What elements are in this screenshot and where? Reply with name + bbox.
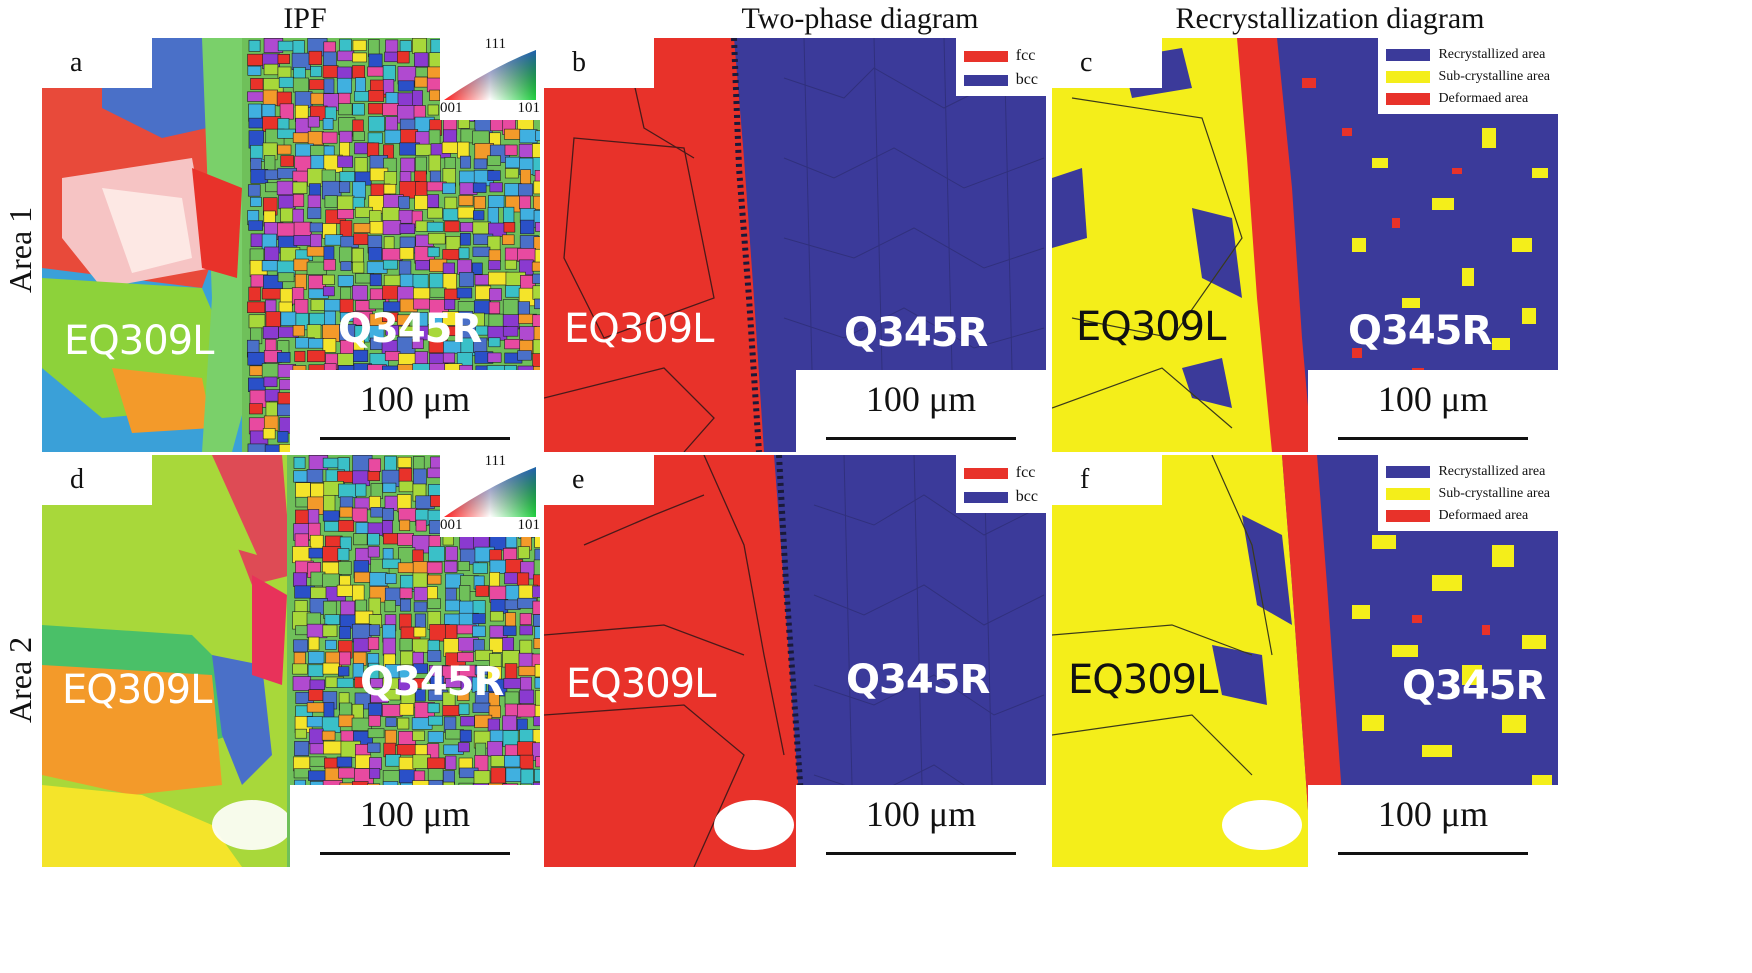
panel-letter: e [544,455,654,505]
legend-swatch-fcc [963,467,1008,479]
phase-legend: fcc bcc [955,38,1046,96]
material-label-right: Q345R [1348,308,1492,354]
material-label-left: EQ309L [64,318,214,364]
legend-item-fcc: fcc [963,44,1038,68]
legend-label: Recrystallized area [1438,464,1546,479]
legend-swatch-sub-crystalline [1386,488,1431,500]
row-label-area1: Area 1 [2,206,38,294]
material-label-left: EQ309L [62,667,212,713]
legend-swatch-deformed [1386,93,1431,105]
panel-a-ipf-area1: a 111 001 101 EQ309L Q345R 100 μm [42,38,540,452]
scale-bar-label: 100 μm [865,794,977,834]
column-title-two-phase: Two-phase diagram [741,2,979,35]
legend-swatch-recrystallized [1386,49,1431,61]
scale-bar-label: 100 μm [865,379,977,419]
legend-label: Deformaed area [1438,508,1529,523]
legend-swatch-recrystallized [1386,466,1431,478]
legend-swatch-bcc [963,74,1008,86]
ipf-key-101: 101 [517,517,541,533]
legend-label: bcc [1015,71,1038,88]
panel-letter: f [1052,455,1162,505]
scale-bar: 100 μm [1308,370,1558,452]
legend-label: Recrystallized area [1438,47,1546,62]
material-label-left: EQ309L [566,661,716,707]
recrystallization-legend: Recrystallized area Sub-crystalline area… [1378,455,1558,531]
material-label-left: EQ309L [1076,304,1226,350]
legend-item-recrystallized: Recrystallized area [1386,461,1550,483]
panel-letter: d [42,455,152,505]
scale-bar-line [826,852,1016,855]
ipf-key-001: 001 [440,100,463,116]
recrystallization-legend: Recrystallized area Sub-crystalline area… [1378,38,1558,114]
material-label-left: EQ309L [564,306,714,352]
panel-letter: b [544,38,654,88]
ipf-color-key: 111 001 101 [440,455,540,537]
row-label-area2: Area 2 [2,636,38,724]
legend-item-sub-crystalline: Sub-crystalline area [1386,483,1550,505]
legend-swatch-bcc [963,491,1008,503]
legend-label: Sub-crystalline area [1438,486,1550,501]
phase-legend: fcc bcc [955,455,1046,513]
material-label-right: Q345R [844,310,988,356]
legend-item-bcc: bcc [963,485,1038,509]
legend-swatch-deformed [1386,510,1431,522]
ipf-triangle-icon [444,50,536,100]
legend-item-deformed: Deformaed area [1386,88,1550,110]
material-label-right: Q345R [338,306,482,352]
scale-bar: 100 μm [290,785,540,867]
legend-label: fcc [1015,47,1036,64]
panel-b-two-phase-area1: b fcc bcc EQ309L Q345R 100 μm [544,38,1046,452]
material-label-left: EQ309L [1068,657,1218,703]
scale-bar-line [320,852,510,855]
legend-label: bcc [1015,488,1038,505]
scale-bar: 100 μm [796,370,1046,452]
panel-f-recrystallization-area2: f Recrystallized area Sub-crystalline ar… [1052,455,1558,867]
panel-letter: c [1052,38,1162,88]
legend-label: Deformaed area [1438,91,1529,106]
scale-bar: 100 μm [796,785,1046,867]
scale-bar-label: 100 μm [1377,794,1489,834]
legend-swatch-fcc [963,50,1008,62]
scale-bar: 100 μm [1308,785,1558,867]
panel-d-ipf-area2: d 111 001 101 EQ309L Q345R 100 μm [42,455,540,867]
panel-e-two-phase-area2: e fcc bcc EQ309L Q345R 100 μm [544,455,1046,867]
ipf-key-111: 111 [484,455,506,469]
scale-bar-line [826,437,1016,440]
scale-bar-label: 100 μm [359,379,471,419]
material-label-right: Q345R [1402,663,1546,709]
panel-letter: a [42,38,152,88]
scale-bar-label: 100 μm [1377,379,1489,419]
legend-item-bcc: bcc [963,68,1038,92]
column-title-ipf: IPF [283,2,327,35]
scale-bar-line [320,437,510,440]
material-label-right: Q345R [360,659,504,705]
scale-bar-label: 100 μm [359,794,471,834]
scale-bar-line [1338,437,1528,440]
material-label-right: Q345R [846,657,990,703]
ipf-key-101: 101 [517,100,541,116]
legend-label: Sub-crystalline area [1438,69,1550,84]
legend-swatch-sub-crystalline [1386,71,1431,83]
ipf-key-111: 111 [484,38,506,52]
scale-bar: 100 μm [290,370,540,452]
ipf-color-key: 111 001 101 [440,38,540,120]
column-title-recrystallization: Recrystallization diagram [1175,2,1485,35]
legend-item-deformed: Deformaed area [1386,505,1550,527]
scale-bar-line [1338,852,1528,855]
panel-c-recrystallization-area1: c Recrystallized area Sub-crystalline ar… [1052,38,1558,452]
ipf-triangle-icon [444,467,536,517]
legend-label: fcc [1015,464,1036,481]
legend-item-recrystallized: Recrystallized area [1386,44,1550,66]
ipf-key-001: 001 [440,517,463,533]
legend-item-sub-crystalline: Sub-crystalline area [1386,66,1550,88]
legend-item-fcc: fcc [963,461,1038,485]
